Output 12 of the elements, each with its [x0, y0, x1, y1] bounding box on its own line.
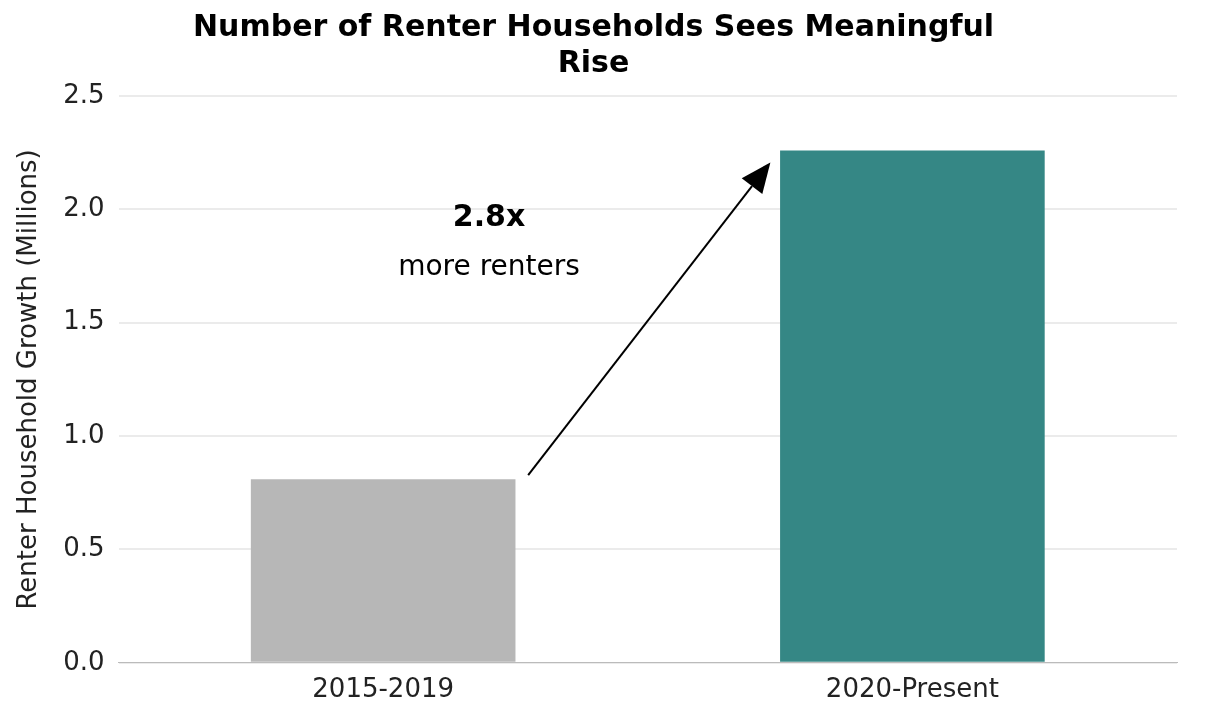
y-axis-title: Renter Household Growth (Millions) — [12, 149, 43, 610]
chart-title: Number of Renter Households Sees Meaningful Rise — [192, 7, 995, 79]
x-tick-label: 2015-2019 — [312, 673, 455, 704]
y-tick-label: 0.5 — [63, 532, 105, 563]
y-tick-label: 0.0 — [63, 645, 105, 676]
y-tick-label: 2.5 — [63, 78, 105, 109]
y-tick-label: 1.5 — [63, 305, 105, 336]
y-tick-label: 2.0 — [63, 192, 105, 223]
annotation: 2.8x — [452, 197, 526, 233]
annotation: more renters — [398, 249, 580, 283]
y-tick-label: 1.0 — [63, 418, 105, 449]
x-tick-label: 2020-Present — [825, 673, 999, 704]
